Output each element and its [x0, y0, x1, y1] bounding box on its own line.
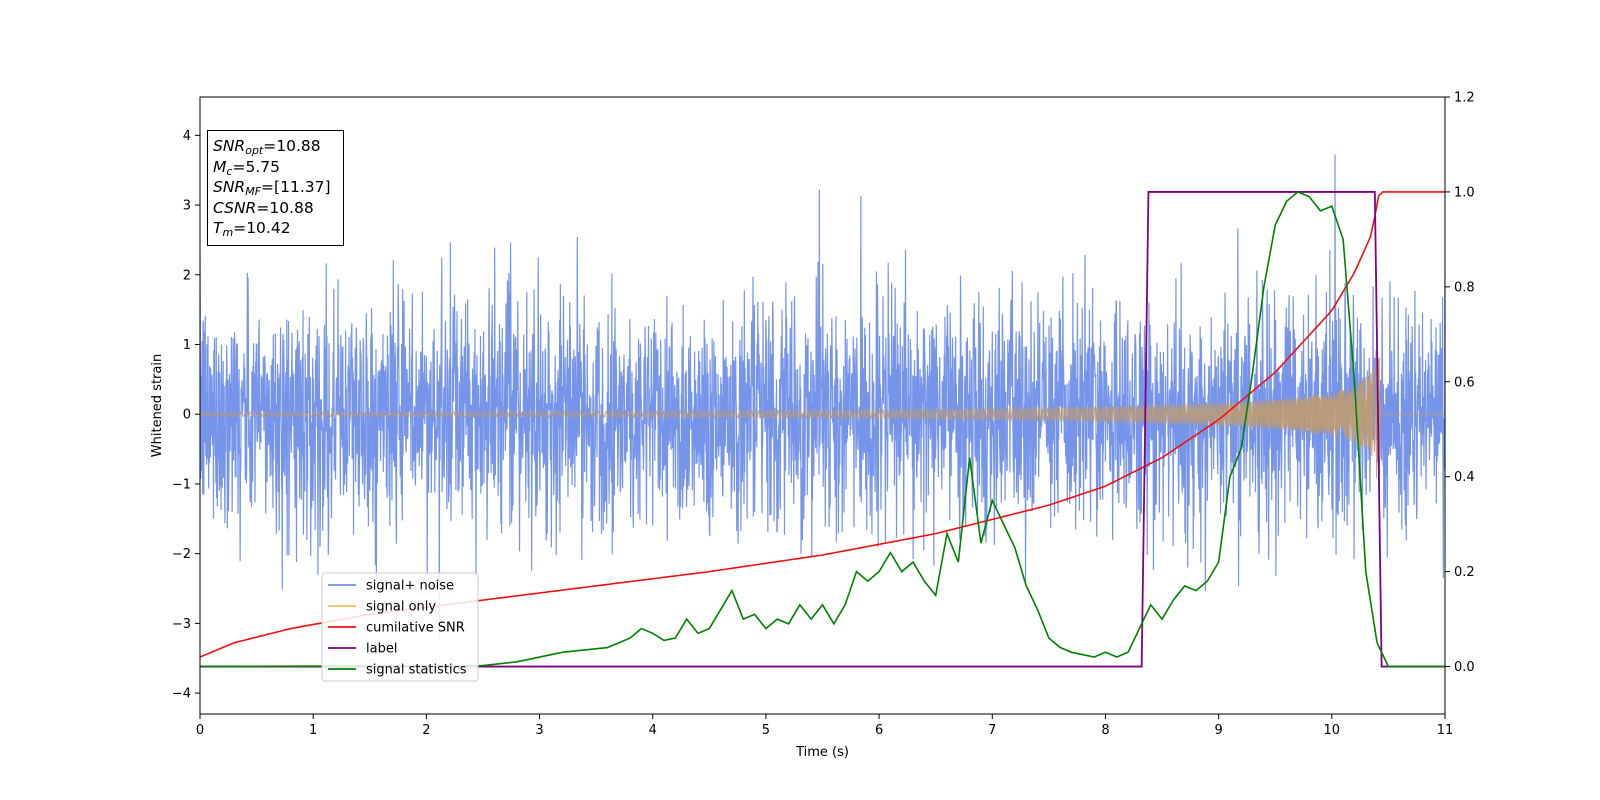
x-tick-label: 3: [535, 723, 543, 738]
y-tick-label: 3: [183, 199, 191, 214]
metric-row-tm: Tm=10.42: [213, 219, 291, 239]
legend: signal+ noise signal only cumilative SNR la…: [321, 572, 479, 682]
y-tick-label: −2: [172, 547, 191, 562]
x-axis-label: Time (s): [795, 745, 849, 760]
legend-entry: label: [366, 642, 397, 657]
metrics-annotation-box: SNRopt=10.88 Mc=5.75 SNRMF=[11.37] CSNR=…: [207, 130, 344, 246]
y2-tick-label: 0.0: [1454, 660, 1475, 675]
x-tick-label: 0: [196, 723, 204, 738]
y-tick-label: −1: [172, 477, 191, 492]
y-axis-label: Whitened strain: [150, 354, 165, 457]
x-tick-label: 9: [1214, 723, 1222, 738]
signal-statistics-line: [200, 190, 1445, 668]
x-tick-label: 1: [309, 723, 317, 738]
x-tick-label: 7: [988, 723, 996, 738]
x-tick-label: 2: [422, 723, 430, 738]
legend-box: [321, 572, 479, 682]
legend-entry: cumilative SNR: [366, 621, 465, 636]
y-tick-label: −3: [172, 617, 191, 632]
legend-entry: signal+ noise: [366, 579, 454, 594]
metric-row-snr-opt: SNRopt=10.88: [213, 137, 321, 157]
plot-frame: [199, 96, 1446, 715]
y-tick-label: −4: [172, 687, 191, 702]
y2-tick-label: 0.2: [1454, 565, 1475, 580]
y2-tick-label: 1.2: [1454, 91, 1475, 106]
y-tick-label: 4: [183, 129, 191, 144]
y-tick-label: 1: [183, 338, 191, 353]
y2-tick-label: 0.6: [1454, 375, 1475, 390]
signal-only-line: [200, 350, 1445, 478]
legend-entry: signal only: [366, 600, 436, 615]
y2-tick-label: 0.8: [1454, 280, 1475, 295]
x-tick-label: 11: [1437, 723, 1454, 738]
x-tick-label: 6: [875, 723, 883, 738]
metric-row-snr-mf: SNRMF=[11.37]: [213, 178, 331, 198]
y-tick-label: 0: [183, 408, 191, 423]
y-tick-label: 2: [183, 268, 191, 283]
metric-row-mc: Mc=5.75: [213, 157, 280, 178]
signal-noise-line: [200, 154, 1445, 639]
x-tick-label: 4: [649, 723, 657, 738]
y2-tick-label: 0.4: [1454, 470, 1475, 485]
x-tick-label: 8: [1101, 723, 1109, 738]
metric-row-csnr: CSNR=10.88: [213, 198, 314, 217]
legend-entry: signal statistics: [366, 663, 467, 678]
y2-tick-label: 1.0: [1454, 185, 1475, 200]
x-tick-label: 5: [762, 723, 770, 738]
axes: 0 1 2 3 4 5 6 7 8 9 10 11 −4 −3 −2 −1 0 1 2 3 4 0.0 0.2 0.4 0.6 0…: [150, 91, 1475, 761]
x-tick-label: 10: [1324, 723, 1341, 738]
